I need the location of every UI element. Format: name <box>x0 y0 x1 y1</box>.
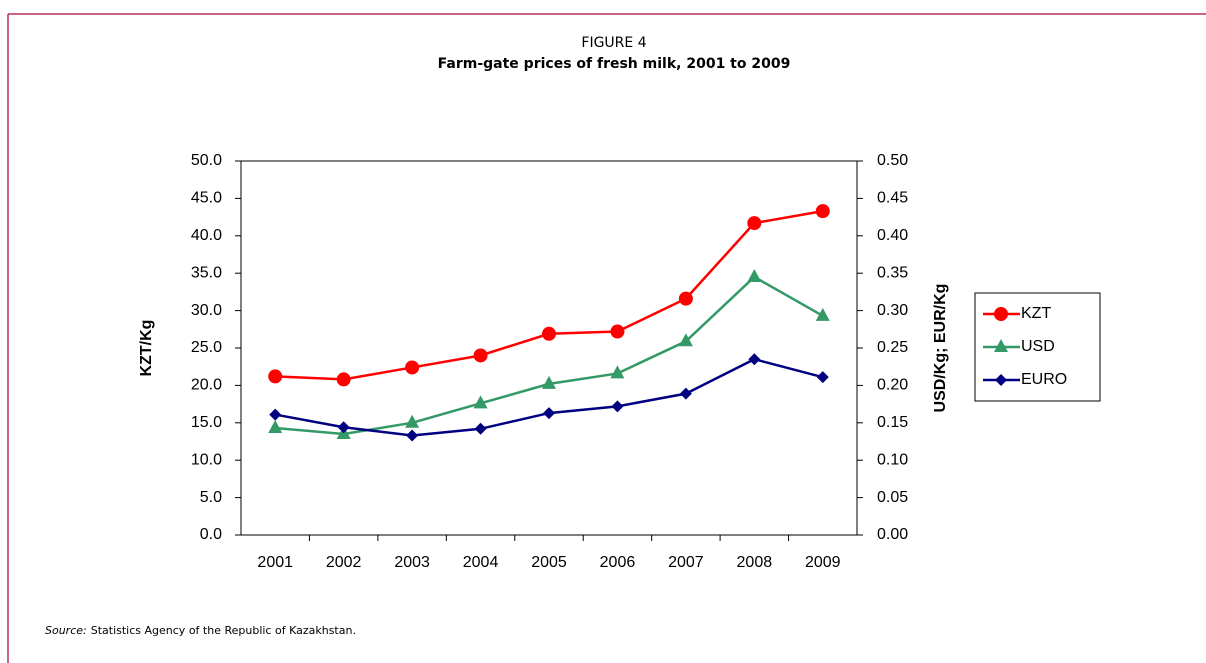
y2-tick-label: 0.30 <box>877 302 908 319</box>
x-tick-label: 2005 <box>531 554 567 571</box>
data-point <box>474 422 487 435</box>
data-point <box>542 326 556 341</box>
x-tick-label: 2008 <box>737 554 773 571</box>
data-point <box>336 372 351 387</box>
x-tick-label: 2003 <box>394 554 430 571</box>
y2-tick-label: 0.25 <box>877 339 908 356</box>
data-point <box>748 353 761 366</box>
x-tick-label: 2001 <box>257 554 293 571</box>
data-point <box>543 407 555 420</box>
data-point <box>747 268 762 282</box>
data-point <box>268 369 283 384</box>
y2-tick-label: 0.35 <box>877 264 908 281</box>
source-text: Statistics Agency of the Republic of Kaz… <box>91 624 356 637</box>
data-point <box>815 307 830 321</box>
y-axis-label: KZT/Kg <box>138 320 155 377</box>
data-point <box>542 375 556 389</box>
y2-tick-label: 0.15 <box>877 414 908 431</box>
data-point <box>678 291 693 306</box>
y-tick-label: 35.0 <box>191 264 222 281</box>
legend-marker <box>994 307 1008 321</box>
chart-title: Farm-gate prices of fresh milk, 2001 to … <box>438 56 791 72</box>
data-point <box>679 387 692 400</box>
source: Source: Statistics Agency of the Republic… <box>45 624 356 637</box>
series-line <box>275 209 823 381</box>
y-tick-label: 25.0 <box>191 339 222 356</box>
legend-marker <box>994 339 1008 352</box>
x-tick-label: 2002 <box>326 554 362 571</box>
y-tick-label: 15.0 <box>191 414 222 431</box>
plot-area <box>240 160 858 536</box>
data-point <box>405 360 420 375</box>
series-line <box>274 357 824 437</box>
x-tick-label: 2009 <box>805 554 841 571</box>
data-point <box>747 216 762 231</box>
y2-tick-label: 0.40 <box>877 227 908 244</box>
y2-tick-label: 0.05 <box>877 489 908 506</box>
data-point <box>473 348 488 363</box>
y2-tick-label: 0.45 <box>877 190 908 207</box>
data-point <box>337 421 350 434</box>
x-tick-label: 2004 <box>463 554 499 571</box>
data-point <box>269 408 282 421</box>
data-point <box>610 365 625 379</box>
data-point <box>610 324 625 339</box>
y2-tick-label: 0.50 <box>877 152 908 169</box>
y-tick-label: 45.0 <box>191 190 222 207</box>
legend-label: USD <box>1021 338 1055 355</box>
source-label: Source: <box>45 624 87 637</box>
y-tick-label: 30.0 <box>191 302 222 319</box>
y-tick-label: 10.0 <box>191 451 222 468</box>
data-point <box>268 420 283 434</box>
data-point <box>816 371 829 384</box>
x-tick-label: 2006 <box>600 554 636 571</box>
data-point <box>678 333 693 347</box>
data-point <box>406 429 419 442</box>
legend-label: EURO <box>1021 371 1067 388</box>
legend-label: KZT <box>1021 305 1051 322</box>
y2-tick-label: 0.00 <box>877 526 908 543</box>
y2-tick-label: 0.10 <box>877 451 908 468</box>
x-tick-label: 2007 <box>668 554 704 571</box>
y2-tick-label: 0.20 <box>877 377 908 394</box>
y-tick-label: 5.0 <box>200 489 222 506</box>
y-tick-label: 50.0 <box>191 152 222 169</box>
data-point <box>611 400 624 413</box>
y-tick-label: 20.0 <box>191 377 222 394</box>
y-tick-label: 0.0 <box>200 526 222 543</box>
y-tick-label: 40.0 <box>191 227 222 244</box>
y2-axis-label: USD/Kg; EUR/Kg <box>932 284 949 413</box>
data-point <box>473 395 488 409</box>
figure-label: FIGURE 4 <box>581 35 646 51</box>
data-point <box>405 414 420 428</box>
data-point <box>815 204 830 219</box>
legend-marker <box>995 374 1007 386</box>
